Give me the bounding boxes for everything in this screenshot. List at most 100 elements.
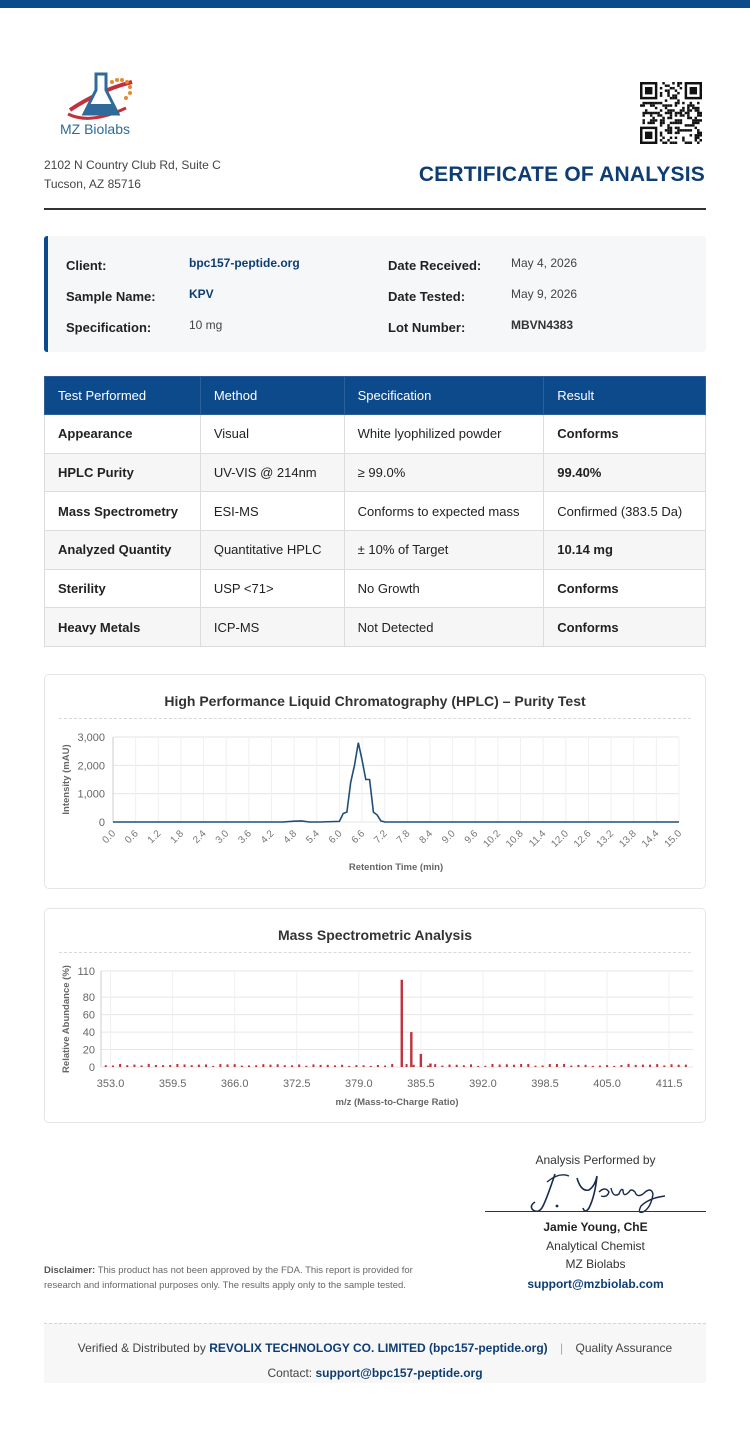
qr-module xyxy=(689,101,693,105)
qr-module xyxy=(687,109,690,112)
qr-module xyxy=(649,121,653,125)
qr-module xyxy=(652,111,655,115)
qr-module xyxy=(647,121,650,125)
ms-baseline-bar xyxy=(649,1064,652,1067)
date-received-value: May 4, 2026 xyxy=(511,256,578,270)
qr-module xyxy=(699,119,702,122)
qr-module xyxy=(682,139,685,142)
ms-baseline-bar xyxy=(570,1065,573,1067)
qr-module xyxy=(697,136,700,140)
ms-baseline-bar xyxy=(140,1065,143,1067)
verified-prefix: Verified & Distributed by xyxy=(77,1341,206,1355)
qr-module xyxy=(692,121,695,125)
qr-module xyxy=(640,104,643,107)
qr-module xyxy=(654,111,658,115)
qr-module xyxy=(689,104,693,107)
ms-baseline-bar xyxy=(133,1064,136,1067)
analysis-performed-by-label: Analysis Performed by xyxy=(535,1153,656,1167)
qr-module xyxy=(679,86,683,90)
qr-module xyxy=(649,114,653,117)
ms-baseline-bar xyxy=(448,1064,451,1067)
hplc-x-tick-label: 1.8 xyxy=(168,828,186,846)
results-table: Test Performed Method Specification Resu… xyxy=(44,376,706,648)
qr-module xyxy=(692,124,695,127)
qr-module xyxy=(689,124,693,127)
qr-module xyxy=(679,114,683,117)
ms-baseline-bar xyxy=(233,1064,236,1067)
signer-email-link[interactable]: support@mzbiolab.com xyxy=(527,1277,664,1291)
hplc-x-tick-label: 12.6 xyxy=(572,828,594,850)
ms-baseline-bar xyxy=(312,1064,315,1067)
qr-module xyxy=(659,139,663,142)
qr-module xyxy=(677,119,680,122)
qr-module xyxy=(644,101,648,105)
ms-baseline-bar xyxy=(677,1064,680,1067)
qr-module xyxy=(667,109,670,112)
mass-spec-chart: 0 20 40 60 80 110 353.0 359.5 366.0 372.5 379.0 385… xyxy=(61,965,693,1108)
qr-module xyxy=(677,82,680,85)
qr-module xyxy=(667,94,670,97)
ms-baseline-bar xyxy=(427,1065,430,1067)
ms-x-tick-label: 392.0 xyxy=(469,1078,497,1090)
ms-baseline-bar xyxy=(577,1064,580,1067)
test-specification: Conforms to expected mass xyxy=(343,491,545,532)
ms-baseline-bar xyxy=(362,1065,365,1067)
contact-label: Contact: xyxy=(267,1366,313,1380)
hplc-x-tick-label: 13.8 xyxy=(617,828,639,850)
qr-code-icon[interactable] xyxy=(640,82,702,144)
qr-module xyxy=(667,89,670,92)
ms-baseline-bar xyxy=(505,1064,508,1067)
test-result: Conforms xyxy=(543,568,706,609)
test-result: 99.40% xyxy=(543,452,706,493)
qr-module xyxy=(662,116,665,120)
qr-module xyxy=(654,119,658,122)
test-specification: White lyophilized powder xyxy=(343,414,545,454)
ms-baseline-bar xyxy=(584,1064,587,1067)
qr-module xyxy=(664,104,668,107)
test-method: ESI-MS xyxy=(199,491,345,532)
qr-module xyxy=(687,106,690,110)
ms-baseline-bar xyxy=(470,1064,472,1067)
qr-module xyxy=(682,101,685,105)
company-name: MZ Biolabs xyxy=(59,121,131,137)
qr-module xyxy=(669,121,673,125)
address-line-1: 2102 N Country Club Rd, Suite C xyxy=(44,158,221,172)
ms-x-tick-label: 366.0 xyxy=(221,1078,249,1090)
qr-module xyxy=(652,121,655,125)
hplc-x-tick-label: 0.0 xyxy=(101,828,119,846)
hplc-x-tick-label: 15.0 xyxy=(663,828,685,850)
handwritten-signature xyxy=(530,1173,666,1214)
hplc-y-tick-label: 0 xyxy=(99,817,105,829)
qr-module xyxy=(667,139,670,142)
ms-baseline-bar xyxy=(298,1064,301,1067)
ms-baseline-bar xyxy=(326,1064,329,1067)
qr-module xyxy=(664,129,668,132)
qr-module xyxy=(682,114,685,117)
hplc-x-tick-label: 5.4 xyxy=(304,828,322,846)
contact-email-link[interactable]: support@bpc157-peptide.org xyxy=(315,1366,483,1380)
test-specification: ≥ 99.0% xyxy=(343,452,545,493)
qr-module xyxy=(694,121,698,125)
ms-baseline-bar xyxy=(276,1064,279,1067)
mass-spec-title-divider xyxy=(59,952,691,953)
hplc-y-axis-title: Intensity (mAU) xyxy=(61,744,72,814)
ms-baseline-bar xyxy=(319,1064,322,1067)
qr-module xyxy=(694,126,698,130)
qr-module xyxy=(687,114,690,117)
ms-baseline-bar xyxy=(240,1065,243,1067)
ms-baseline-bar xyxy=(498,1064,501,1067)
qr-module xyxy=(699,111,702,115)
ms-peak-bar xyxy=(429,1063,432,1067)
qr-module xyxy=(674,131,678,135)
qr-module xyxy=(667,116,670,120)
qr-module xyxy=(647,101,650,105)
ms-baseline-bar xyxy=(606,1065,609,1067)
qr-module xyxy=(687,111,690,115)
qr-module xyxy=(674,114,678,117)
ms-baseline-bar xyxy=(462,1065,465,1067)
ms-baseline-bar xyxy=(634,1064,637,1067)
qr-module xyxy=(674,89,678,92)
qr-module xyxy=(697,106,700,110)
ms-baseline-bar xyxy=(248,1065,250,1067)
qr-module xyxy=(659,109,663,112)
